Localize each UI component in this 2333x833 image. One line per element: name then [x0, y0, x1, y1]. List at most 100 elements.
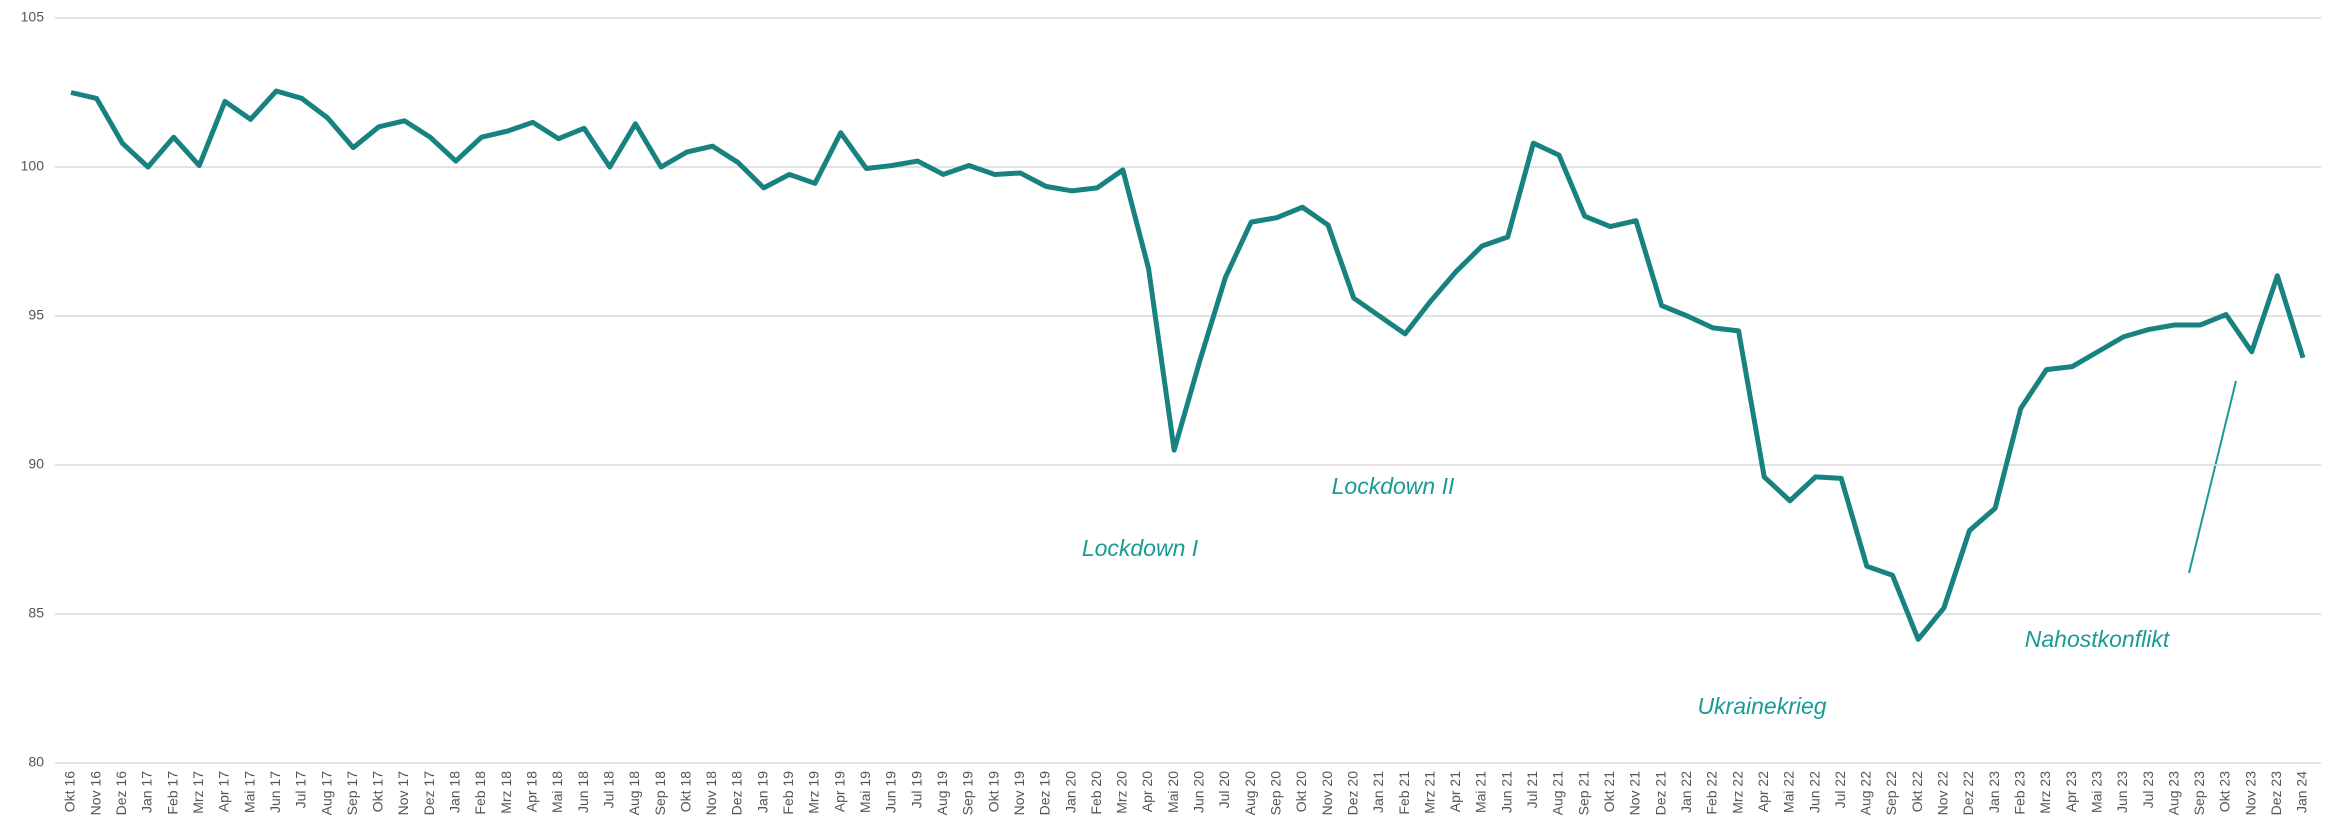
y-tick-label: 100 — [21, 158, 45, 174]
x-tick-label: Aug 23 — [2165, 771, 2181, 816]
x-tick-label: Nov 17 — [395, 771, 411, 816]
x-tick-label: Mai 19 — [857, 771, 873, 813]
x-tick-label: Sep 17 — [344, 771, 360, 816]
x-tick-label: Mrz 23 — [2037, 771, 2053, 814]
x-tick-label: Aug 21 — [1550, 771, 1566, 816]
x-tick-label: Feb 18 — [472, 771, 488, 815]
x-tick-label: Nov 21 — [1627, 771, 1643, 816]
y-tick-label: 95 — [28, 307, 44, 323]
x-tick-label: Dez 20 — [1344, 771, 1360, 816]
x-tick-label: Jan 21 — [1370, 771, 1386, 813]
x-tick-label: Jul 23 — [2140, 771, 2156, 809]
x-tick-label: Jan 22 — [1678, 771, 1694, 813]
annotation: Ukrainekrieg — [1697, 693, 1826, 719]
x-tick-label: Sep 22 — [1883, 771, 1899, 816]
x-tick-label: Feb 20 — [1088, 771, 1104, 815]
x-tick-label: Jan 19 — [754, 771, 770, 813]
x-tick-label: Okt 20 — [1293, 771, 1309, 812]
x-tick-label: Jun 21 — [1498, 771, 1514, 813]
x-tick-label: Mai 18 — [549, 771, 565, 813]
x-tick-label: Jan 23 — [1986, 771, 2002, 813]
x-tick-label: Feb 19 — [780, 771, 796, 815]
x-tick-label: Nov 23 — [2242, 771, 2258, 816]
x-tick-label: Dez 17 — [421, 771, 437, 816]
x-tick-label: Jul 20 — [1216, 771, 1232, 809]
x-tick-label: Jun 19 — [883, 771, 899, 813]
x-tick-label: Jul 19 — [908, 771, 924, 809]
x-tick-label: Nov 18 — [703, 771, 719, 816]
x-tick-label: Jun 18 — [575, 771, 591, 813]
x-tick-label: Okt 19 — [985, 771, 1001, 812]
y-tick-label: 90 — [28, 456, 44, 472]
x-tick-label: Mai 17 — [241, 771, 257, 813]
x-tick-label: Jun 23 — [2114, 771, 2130, 813]
x-tick-label: Jul 22 — [1832, 771, 1848, 809]
x-tick-label: Mrz 20 — [1114, 771, 1130, 814]
x-tick-label: Nov 19 — [1011, 771, 1027, 816]
x-tick-label: Mai 23 — [2088, 771, 2104, 813]
x-tick-label: Aug 18 — [626, 771, 642, 816]
x-tick-label: Feb 17 — [164, 771, 180, 815]
x-tick-label: Jan 20 — [1062, 771, 1078, 813]
x-tick-label: Sep 20 — [1267, 771, 1283, 816]
data-line — [70, 88, 2306, 642]
x-tick-label: Jul 17 — [293, 771, 309, 809]
x-tick-label: Nov 22 — [1935, 771, 1951, 816]
x-tick-label: Dez 18 — [729, 771, 745, 816]
x-tick-label: Sep 18 — [652, 771, 668, 816]
x-tick-label: Jan 18 — [447, 771, 463, 813]
y-tick-label: 85 — [28, 605, 44, 621]
x-tick-label: Mai 21 — [1473, 771, 1489, 813]
x-tick-label: Apr 19 — [831, 771, 847, 812]
x-tick-label: Aug 17 — [318, 771, 334, 816]
x-tick-label: Dez 23 — [2268, 771, 2284, 816]
x-tick-label: Nov 20 — [1319, 771, 1335, 816]
x-tick-label: Feb 21 — [1396, 771, 1412, 815]
x-tick-label: Okt 23 — [2217, 771, 2233, 812]
x-tick-label: Mrz 21 — [1421, 771, 1437, 814]
x-tick-label: Aug 19 — [934, 771, 950, 816]
x-tick-label: Apr 17 — [216, 771, 232, 812]
x-tick-label: Sep 21 — [1575, 771, 1591, 816]
x-tick-label: Sep 19 — [960, 771, 976, 816]
x-tick-label: Feb 23 — [2011, 771, 2027, 815]
x-tick-label: Jan 24 — [2294, 771, 2310, 813]
x-tick-label: Okt 21 — [1601, 771, 1617, 812]
x-tick-label: Dez 19 — [1037, 771, 1053, 816]
annotation-arrow — [2188, 380, 2237, 574]
x-tick-label: Dez 21 — [1652, 771, 1668, 816]
x-tick-label: Dez 16 — [113, 771, 129, 816]
x-tick-label: Jun 17 — [267, 771, 283, 813]
x-tick-label: Jun 20 — [1191, 771, 1207, 813]
x-tick-label: Mrz 17 — [190, 771, 206, 814]
annotation: Lockdown II — [1332, 473, 1455, 499]
x-tick-label: Jun 22 — [1806, 771, 1822, 813]
x-tick-label: Mai 22 — [1781, 771, 1797, 813]
x-tick-label: Okt 16 — [62, 771, 78, 812]
x-tick-label: Okt 22 — [1909, 771, 1925, 812]
y-tick-label: 105 — [21, 9, 45, 25]
x-tick-label: Apr 23 — [2063, 771, 2079, 812]
annotation: Nahostkonflikt — [2025, 626, 2171, 652]
x-tick-label: Jan 17 — [139, 771, 155, 813]
x-tick-label: Okt 18 — [677, 771, 693, 812]
x-tick-label: Feb 22 — [1704, 771, 1720, 815]
x-tick-label: Apr 22 — [1755, 771, 1771, 812]
x-tick-label: Mrz 19 — [806, 771, 822, 814]
x-tick-label: Apr 20 — [1139, 771, 1155, 812]
y-tick-label: 80 — [28, 754, 44, 770]
x-tick-label: Aug 22 — [1858, 771, 1874, 816]
x-tick-label: Jul 21 — [1524, 771, 1540, 809]
x-tick-label: Nov 16 — [87, 771, 103, 816]
x-tick-label: Mai 20 — [1165, 771, 1181, 813]
annotation: Lockdown I — [1082, 535, 1199, 561]
x-tick-label: Okt 17 — [370, 771, 386, 812]
x-tick-label: Aug 20 — [1242, 771, 1258, 816]
x-tick-label: Mrz 22 — [1729, 771, 1745, 814]
x-tick-label: Apr 21 — [1447, 771, 1463, 812]
x-tick-label: Dez 22 — [1960, 771, 1976, 816]
x-tick-label: Sep 23 — [2191, 771, 2207, 816]
x-tick-label: Apr 18 — [523, 771, 539, 812]
x-tick-label: Mrz 18 — [498, 771, 514, 814]
